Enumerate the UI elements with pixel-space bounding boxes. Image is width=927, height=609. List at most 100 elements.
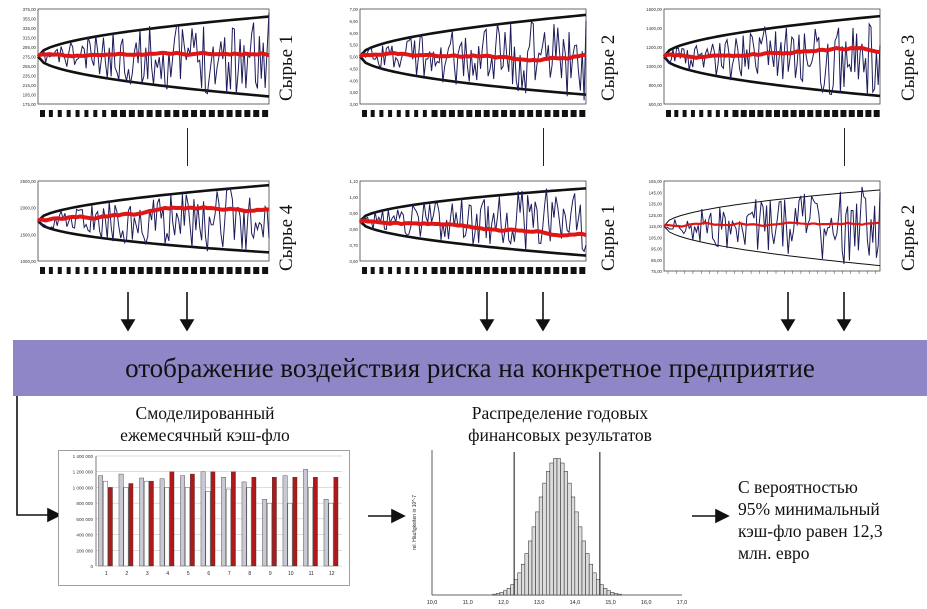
x-axis-tick-mark <box>217 110 224 117</box>
distribution-title-line1: Распределение годовых <box>471 403 649 423</box>
histogram-bar <box>492 593 497 596</box>
y-tick-label: 125,00 <box>649 213 663 218</box>
x-axis-tick-mark <box>579 267 586 274</box>
panel-label-3: Сырье 3 <box>898 34 919 102</box>
x-tick-label: 3 <box>146 571 149 577</box>
x-axis-tick-mark <box>757 110 764 117</box>
cashflow-bar <box>139 477 144 567</box>
simulated-price-path <box>359 20 587 101</box>
histogram-bar <box>499 592 504 596</box>
x-axis-tick-mark <box>699 110 704 117</box>
simulated-price-path <box>37 12 270 95</box>
y-tick-label: 95,00 <box>651 247 663 252</box>
confidence-lower <box>663 55 881 98</box>
price-chart-1: 375,00 355,00 335,00 315,00 295,00 275,00 255,… <box>23 7 270 117</box>
elbow-arrow <box>16 396 62 523</box>
x-axis-tick-mark <box>715 110 720 117</box>
x-axis-tick-mark <box>253 110 260 117</box>
x-axis-tick-mark <box>501 267 508 274</box>
x-axis-tick-mark <box>208 110 215 117</box>
y-tick-label: 600,00 <box>649 102 663 107</box>
y-tick-label: 1 400 000 <box>73 454 94 459</box>
price-chart-5: 1,10 1,00 0,90 0,80 0,70 0,60 <box>349 179 587 274</box>
histogram-bar <box>571 496 576 596</box>
x-axis-tick-mark <box>235 267 242 274</box>
x-axis-tick-mark <box>782 110 789 117</box>
x-axis-tick-mark <box>75 110 80 117</box>
risk-mapping-banner: отображение воздействия риска на конкрет… <box>13 340 927 396</box>
y-tick-label: 1200,00 <box>646 45 662 50</box>
cashflow-bar <box>144 480 149 567</box>
x-axis-tick-mark <box>414 267 419 274</box>
y-tick-label: 255,00 <box>23 64 37 69</box>
x-axis-tick-mark <box>102 267 107 274</box>
x-axis-tick-mark <box>182 267 189 274</box>
panel-label-6: Сырье 2 <box>898 204 919 272</box>
x-axis-tick-mark <box>191 110 198 117</box>
x-axis-tick-mark <box>405 110 410 117</box>
x-axis-tick-mark <box>137 110 144 117</box>
cashflow-bar <box>267 502 272 567</box>
histogram-bar <box>592 572 597 596</box>
panel-label-1: Сырье 1 <box>276 34 297 102</box>
x-axis-tick-mark <box>226 110 233 117</box>
x-axis-tick-mark <box>84 110 89 117</box>
x-axis-tick-mark <box>807 110 814 117</box>
y-tick-label: 1 200 000 <box>73 470 94 475</box>
x-axis-tick-mark <box>518 110 525 117</box>
y-tick-label: 600 000 <box>76 517 93 522</box>
x-axis-tick-mark <box>448 110 455 117</box>
x-axis-tick-mark <box>155 267 162 274</box>
cashflow-bar <box>210 471 216 567</box>
y-tick-label: 335,00 <box>23 26 37 31</box>
mean-price-path <box>359 218 587 238</box>
x-tick-label: 2 <box>125 571 128 577</box>
y-tick-label: 1,10 <box>349 179 358 184</box>
x-axis-tick-mark <box>440 110 447 117</box>
y-tick-label: 1 000 000 <box>73 485 94 490</box>
y-tick-label: 0,70 <box>349 243 358 248</box>
x-axis-tick-mark <box>173 110 180 117</box>
plot-frame <box>37 180 270 262</box>
result-line3: кэш-фло равен 12,3 <box>738 521 883 541</box>
x-axis-tick-mark <box>865 110 872 117</box>
x-tick-label: 4 <box>166 571 169 577</box>
x-axis-tick-mark <box>155 110 162 117</box>
x-axis-tick-mark <box>164 267 171 274</box>
histogram-bar <box>560 462 565 596</box>
confidence-upper <box>37 15 270 58</box>
cashflow-bar <box>272 477 277 567</box>
x-axis-tick-mark <box>440 267 447 274</box>
x-axis-tick-mark <box>164 110 171 117</box>
distribution-title-line2: финансовых результатов <box>468 425 652 445</box>
panel-label-4: Сырье 4 <box>276 204 297 272</box>
x-axis-tick-mark <box>579 110 586 117</box>
histogram-bar <box>535 511 540 596</box>
cashflow-bar <box>123 487 129 567</box>
cashflow-title-line1: Смоделированный <box>135 403 275 423</box>
x-axis-tick-mark <box>749 110 756 117</box>
y-tick-label: 355,00 <box>23 17 37 22</box>
x-axis-tick-mark <box>128 267 135 274</box>
x-axis-tick-mark <box>111 110 118 117</box>
x-axis-tick-mark <box>235 110 242 117</box>
confidence-upper <box>359 187 587 222</box>
histogram-bar <box>531 526 536 596</box>
y-tick-label: 275,00 <box>23 55 37 60</box>
y-tick-label: 85,00 <box>651 258 663 263</box>
histogram-bar <box>510 584 515 596</box>
y-tick-label: 75,00 <box>651 269 663 274</box>
y-tick-label: 4,50 <box>349 66 358 71</box>
x-tick-label: 13,0 <box>534 600 545 606</box>
x-axis-tick-mark <box>48 267 53 274</box>
y-tick-label: 375,00 <box>23 7 37 12</box>
x-axis-tick-mark <box>527 110 534 117</box>
y-tick-label: 5,50 <box>349 43 358 48</box>
x-axis-tick-mark <box>422 267 427 274</box>
x-axis-tick-mark <box>388 110 393 117</box>
x-axis-tick-mark <box>262 267 269 274</box>
x-axis-tick-mark <box>475 110 481 117</box>
x-axis-tick-mark <box>362 267 367 274</box>
x-axis-tick-mark <box>370 110 375 117</box>
y-tick-label: 800 000 <box>76 501 93 506</box>
